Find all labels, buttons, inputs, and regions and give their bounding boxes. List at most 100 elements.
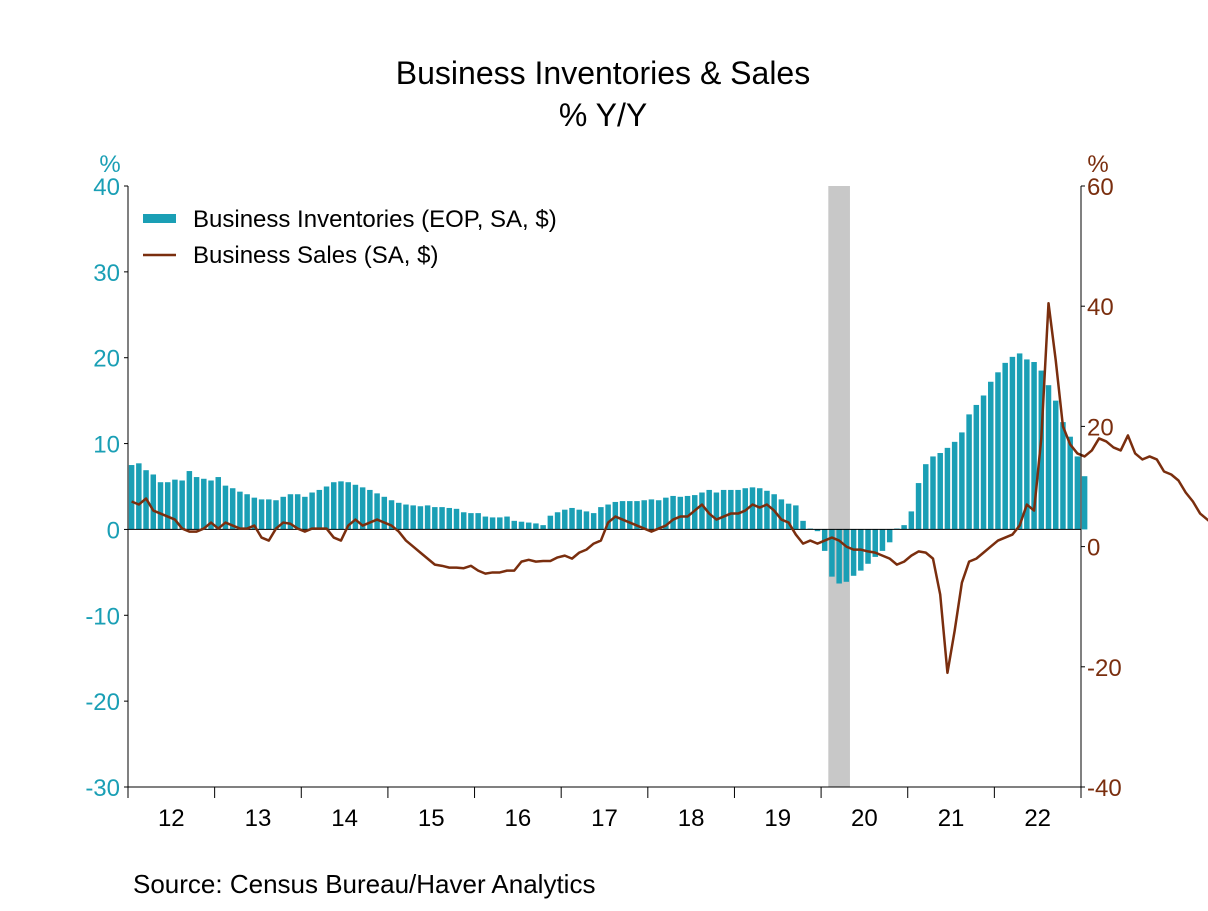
inventory-bar xyxy=(482,516,489,530)
left-tick-label: -30 xyxy=(85,775,120,802)
inventory-bar xyxy=(814,529,821,532)
inventory-bar xyxy=(756,488,763,530)
inventory-bar xyxy=(424,505,431,530)
chart-title: Business Inventories & Sales xyxy=(396,55,810,91)
inventory-bar xyxy=(1081,476,1088,530)
inventory-bar xyxy=(634,501,640,530)
inventory-bar xyxy=(468,513,474,530)
inventory-bar xyxy=(959,432,965,530)
inventory-bar xyxy=(764,490,770,530)
inventory-bar xyxy=(453,508,460,530)
inventory-bar xyxy=(576,509,582,530)
inventory-bar xyxy=(742,488,749,530)
left-axis-unit-label: % xyxy=(99,151,120,178)
inventory-bar xyxy=(1074,456,1081,530)
right-tick-label: -20 xyxy=(1087,655,1122,682)
inventory-bar xyxy=(554,512,561,530)
inventory-bar xyxy=(684,495,691,530)
inventory-bar xyxy=(720,489,727,530)
inventory-bar xyxy=(273,500,279,530)
legend-swatch-inventories xyxy=(143,214,176,223)
inventory-bar xyxy=(396,502,402,530)
inventory-bar xyxy=(843,529,850,582)
x-tick-label: 13 xyxy=(245,805,272,832)
inventory-bar xyxy=(410,505,416,530)
inventory-bar xyxy=(908,511,915,530)
inventory-bar xyxy=(1060,422,1066,530)
inventory-bar xyxy=(966,414,972,530)
inventory-bar xyxy=(641,500,647,530)
inventory-bar xyxy=(706,489,712,530)
inventory-bar xyxy=(562,509,568,530)
x-tick-label: 18 xyxy=(678,805,705,832)
inventory-bar xyxy=(1045,385,1052,530)
inventory-bar xyxy=(1067,436,1073,530)
right-tick-label: 0 xyxy=(1087,535,1100,562)
inventory-bar xyxy=(677,496,684,530)
inventory-bar xyxy=(728,489,734,530)
inventory-bar xyxy=(164,482,171,530)
inventory-bar xyxy=(316,489,323,530)
inventory-bar xyxy=(403,504,409,530)
inventory-bar xyxy=(258,499,265,530)
inventory-bar xyxy=(208,480,214,530)
inventory-bar xyxy=(287,494,294,530)
inventory-bar xyxy=(749,487,756,530)
x-tick-label: 19 xyxy=(764,805,791,832)
inventory-bar xyxy=(569,507,575,530)
inventory-bar xyxy=(605,504,611,530)
inventory-bar xyxy=(338,481,344,530)
inventory-bar xyxy=(294,494,301,530)
left-tick-label: -10 xyxy=(85,603,120,630)
inventory-bar xyxy=(735,489,741,530)
legend-label-sales: Business Sales (SA, $) xyxy=(193,242,438,269)
left-axis-ticks: 40 30 20 10 0 -10 -20 -30 xyxy=(85,174,128,802)
inventory-bar xyxy=(150,474,157,530)
inventory-bar xyxy=(417,506,424,530)
inventory-bar xyxy=(850,529,857,576)
inventory-bar xyxy=(446,507,453,530)
inventory-bar xyxy=(172,479,178,530)
inventories-bars xyxy=(128,353,1088,584)
inventory-bar xyxy=(1002,362,1008,530)
inventory-bar xyxy=(944,447,951,530)
right-tick-label: 60 xyxy=(1087,174,1114,201)
inventory-bar xyxy=(518,521,525,530)
inventory-bar xyxy=(583,511,590,530)
inventory-bar xyxy=(1016,353,1023,530)
inventory-bar xyxy=(323,486,330,530)
left-tick-label: 10 xyxy=(93,432,120,459)
x-axis-ticks: 12 13 14 15 16 17 18 19 20 21 22 xyxy=(127,787,1082,832)
inventory-bar xyxy=(439,507,445,530)
inventory-bar xyxy=(540,525,546,530)
inventory-bar xyxy=(1052,400,1059,530)
inventory-bar xyxy=(648,499,655,530)
inventory-bar xyxy=(359,487,366,530)
inventory-bar xyxy=(309,492,315,530)
inventory-bar xyxy=(590,513,597,530)
inventory-bar xyxy=(988,381,994,530)
inventory-bar xyxy=(280,496,286,530)
inventory-bar xyxy=(136,463,142,530)
left-tick-label: 40 xyxy=(93,174,120,201)
inventory-bar xyxy=(388,500,395,530)
inventory-bar xyxy=(302,496,308,530)
right-tick-label: 40 xyxy=(1087,294,1114,321)
inventory-bar xyxy=(157,482,164,530)
inventory-bar xyxy=(331,482,337,530)
inventory-bar xyxy=(475,513,481,530)
inventory-bar xyxy=(193,477,200,530)
inventory-bar xyxy=(923,464,929,530)
inventory-bar xyxy=(829,529,835,577)
inventory-bar xyxy=(244,494,250,530)
x-tick-label: 21 xyxy=(938,805,965,832)
inventory-bar xyxy=(179,480,185,530)
x-tick-label: 14 xyxy=(331,805,358,832)
right-axis-unit-label: % xyxy=(1087,151,1108,178)
inventory-bar xyxy=(229,488,236,530)
inventory-bar xyxy=(374,493,380,530)
inventory-bar xyxy=(627,501,633,530)
inventory-bar xyxy=(237,491,243,530)
left-tick-label: 0 xyxy=(107,517,120,544)
